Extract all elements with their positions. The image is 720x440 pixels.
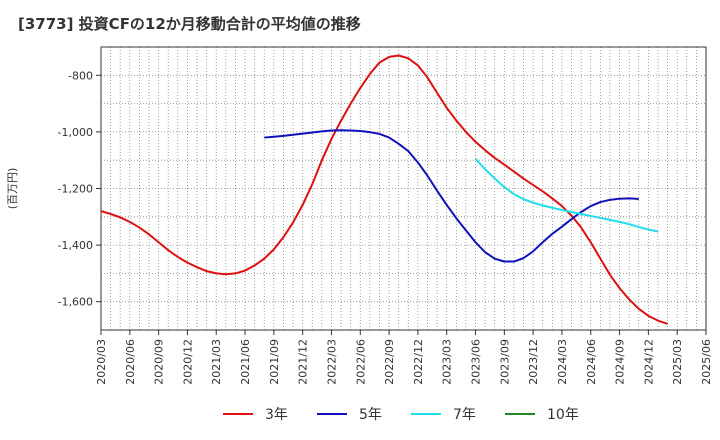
grid-layer (101, 47, 706, 330)
y-axis-label: (百万円) (6, 168, 19, 210)
x-tick-label: 2023/03 (441, 339, 454, 385)
x-tick-label: 2021/12 (297, 339, 310, 385)
x-tick-label: 2023/12 (527, 339, 540, 385)
x-tick-label: 2020/09 (153, 339, 166, 385)
series-line-5年 (264, 129, 639, 263)
x-tick-label: 2020/06 (124, 339, 137, 385)
x-tick-label: 2023/09 (498, 339, 511, 385)
legend-label: 10年 (547, 407, 579, 423)
legend-item: 10年 (505, 407, 579, 423)
x-tick-label: 2024/12 (642, 339, 655, 385)
y-tick-label: -1,200 (58, 183, 93, 196)
legend-label: 7年 (453, 407, 476, 423)
y-tick-label: -1,400 (58, 239, 93, 252)
x-tick-label: 2024/09 (614, 339, 627, 385)
x-tick-label: 2021/06 (239, 339, 252, 385)
x-tick-label: 2022/06 (354, 339, 367, 385)
legend-label: 5年 (359, 407, 382, 423)
x-tick-label: 2021/09 (268, 339, 281, 385)
series-line-3年 (100, 54, 668, 325)
legend-item: 3年 (223, 407, 288, 423)
x-tick-label: 2023/06 (470, 339, 483, 385)
x-tick-label: 2020/03 (95, 339, 108, 385)
x-tick-label: 2020/12 (181, 339, 194, 385)
series-line-7年 (474, 158, 659, 233)
x-tick-label: 2021/03 (210, 339, 223, 385)
x-tick-label: 2022/12 (412, 339, 425, 385)
x-tick-label: 2024/03 (556, 339, 569, 385)
series-layer (100, 54, 668, 325)
legend: 3年 5年 7年 10年 (223, 407, 579, 423)
x-tick-label: 2022/03 (325, 339, 338, 385)
legend-label: 3年 (265, 407, 288, 423)
y-tick-label: -800 (68, 69, 93, 82)
x-tick-label: 2025/03 (671, 339, 684, 385)
legend-item: 7年 (411, 407, 476, 423)
x-tick-label: 2025/06 (700, 339, 713, 385)
y-tick-label: -1,600 (58, 296, 93, 309)
chart-title: [3773] 投資CFの12か月移動合計の平均値の推移 (18, 15, 361, 33)
axes-layer: -1,600 -1,400 -1,200 -1,000 -800 2020/03 2020/… (6, 46, 713, 385)
x-tick-label: 2024/06 (585, 339, 598, 385)
x-tick-label: 2022/09 (383, 339, 396, 385)
y-tick-label: -1,000 (58, 126, 93, 139)
legend-item: 5年 (317, 407, 382, 423)
